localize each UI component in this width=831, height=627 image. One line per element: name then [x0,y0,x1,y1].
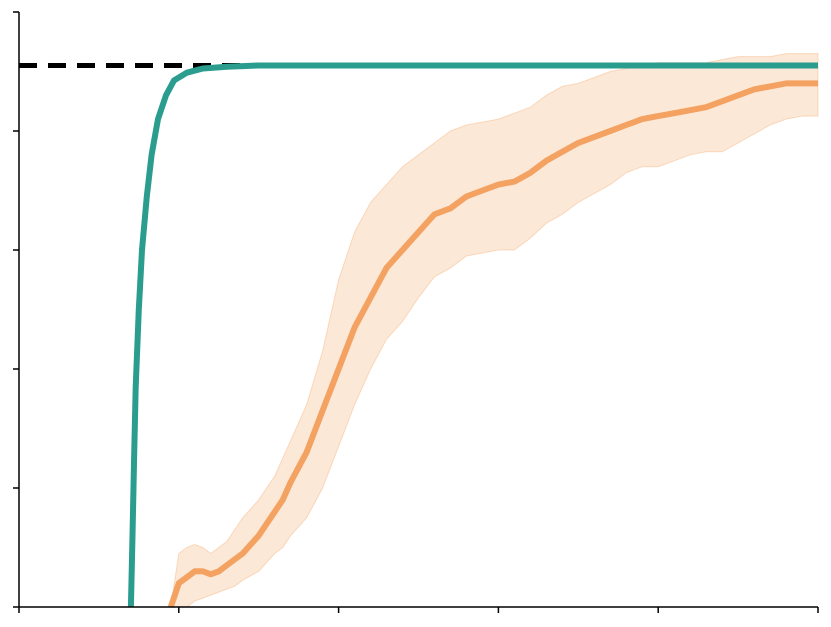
series-line-layer [127,62,818,608]
series-2-line [167,80,818,608]
series-1-line [127,62,818,608]
axes [13,11,819,613]
